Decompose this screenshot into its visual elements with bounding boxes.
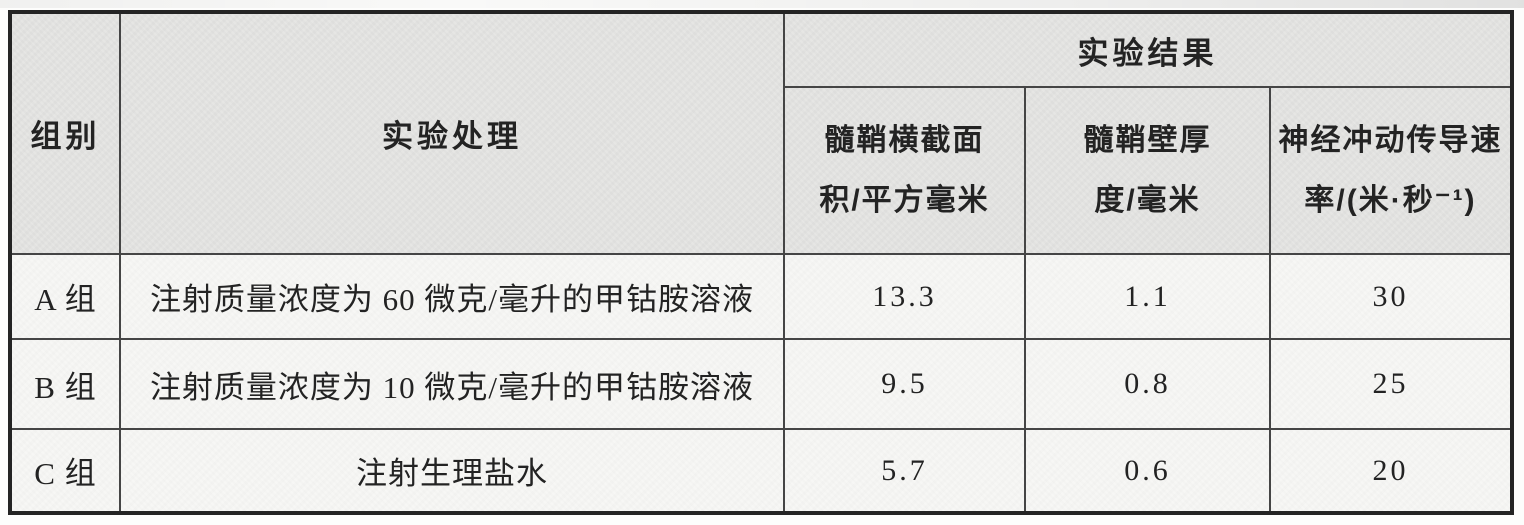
header-nerve-impulse-conduction-rate: 神经冲动传导速 率/(米·秒⁻¹) — [1271, 88, 1510, 255]
value: 5.7 — [881, 453, 928, 487]
value: 0.6 — [1124, 453, 1171, 487]
value: 9.5 — [881, 367, 928, 400]
subheader-line2: 度/毫米 — [1094, 183, 1201, 217]
header-myelin-cross-section-area: 髓鞘横截面 积/平方毫米 — [785, 88, 1026, 255]
value: 20 — [1372, 453, 1409, 487]
header-treatment-column: 实验处理 — [121, 14, 785, 255]
group-label: A 组 — [34, 282, 97, 317]
row-c-treatment-cell: 注射生理盐水 — [121, 430, 785, 511]
header-treatment-label: 实验处理 — [382, 119, 522, 154]
subheader-line1: 神经冲动传导速 — [1278, 123, 1503, 157]
value: 30 — [1372, 279, 1409, 313]
treatment-text: 注射生理盐水 — [356, 456, 548, 491]
row-b-group-cell: B 组 — [12, 340, 121, 430]
group-label: C 组 — [34, 456, 97, 491]
row-a-wall-thickness-value: 1.1 — [1026, 255, 1271, 340]
row-b-cross-section-value: 9.5 — [785, 340, 1026, 430]
row-c-wall-thickness-value: 0.6 — [1026, 430, 1271, 511]
subheader-line2: 积/平方毫米 — [819, 183, 990, 217]
treatment-text: 注射质量浓度为 10 微克/毫升的甲钴胺溶液 — [149, 369, 755, 405]
row-a-treatment-cell: 注射质量浓度为 60 微克/毫升的甲钴胺溶液 — [121, 255, 785, 340]
value: 25 — [1372, 367, 1409, 400]
subheader-line1: 髓鞘壁厚 — [1083, 123, 1212, 157]
value: 1.1 — [1124, 279, 1171, 313]
treatment-text: 注射质量浓度为 60 微克/毫升的甲钴胺溶液 — [149, 282, 755, 317]
header-results-span: 实验结果 — [785, 14, 1510, 88]
row-a-cross-section-value: 13.3 — [785, 255, 1026, 340]
header-group-column: 组别 — [12, 14, 121, 255]
row-a-group-cell: A 组 — [12, 255, 121, 340]
scan-artifact-top-edge — [0, 0, 1524, 8]
row-b-conduction-rate-value: 25 — [1271, 340, 1510, 430]
value: 13.3 — [872, 279, 937, 313]
experiment-results-table: 组别 实验处理 实验结果 髓鞘横截面 积/平方毫米 髓鞘壁厚 度/毫米 神经冲动… — [8, 10, 1514, 515]
subheader-line1: 髓鞘横截面 — [824, 123, 985, 157]
subheader-line2: 率/(米·秒⁻¹) — [1304, 183, 1477, 217]
header-results-label: 实验结果 — [1077, 35, 1218, 71]
value: 0.8 — [1124, 367, 1171, 400]
row-c-group-cell: C 组 — [12, 430, 121, 511]
row-c-conduction-rate-value: 20 — [1271, 430, 1510, 511]
row-a-conduction-rate-value: 30 — [1271, 255, 1510, 340]
header-myelin-wall-thickness: 髓鞘壁厚 度/毫米 — [1026, 88, 1271, 255]
header-group-label: 组别 — [30, 119, 101, 154]
group-label: B 组 — [34, 369, 97, 405]
row-b-treatment-cell: 注射质量浓度为 10 微克/毫升的甲钴胺溶液 — [121, 340, 785, 430]
row-c-cross-section-value: 5.7 — [785, 430, 1026, 511]
row-b-wall-thickness-value: 0.8 — [1026, 340, 1271, 430]
